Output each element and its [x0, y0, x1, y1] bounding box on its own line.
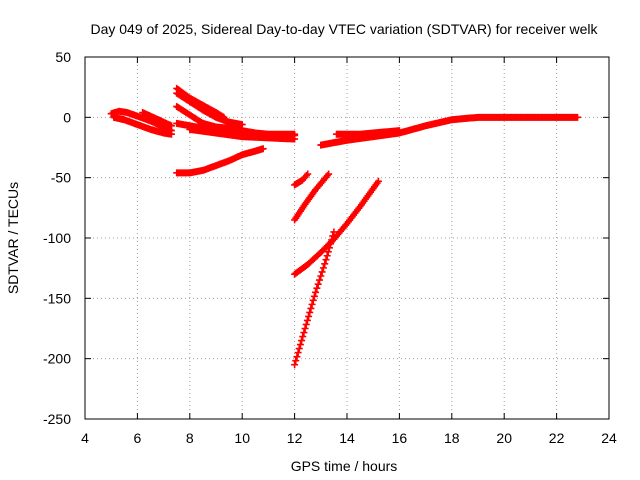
- data-point: [327, 240, 335, 248]
- data-point: [298, 337, 306, 345]
- data-point: [291, 361, 299, 369]
- x-tick-label: 24: [601, 430, 617, 446]
- data-point: [294, 349, 302, 357]
- data-point: [319, 264, 327, 272]
- data-point: [296, 341, 304, 349]
- plot-frame: [84, 56, 610, 420]
- data-point: [313, 284, 321, 292]
- y-tick-label: 50: [55, 49, 71, 65]
- data-point: [308, 300, 316, 308]
- data-point: [374, 177, 382, 185]
- data-point: [305, 312, 313, 320]
- y-tick-label: -100: [43, 230, 71, 246]
- data-point: [310, 292, 318, 300]
- data-point: [312, 288, 320, 296]
- data-point: [314, 280, 322, 288]
- y-tick-label: 0: [63, 109, 71, 125]
- data-point: [574, 113, 582, 121]
- data-point: [321, 260, 329, 268]
- y-tick-label: -150: [43, 290, 71, 306]
- data-point: [325, 244, 333, 252]
- data-point: [238, 121, 246, 129]
- y-tick-label: -50: [51, 170, 71, 186]
- x-tick-label: 6: [134, 430, 142, 446]
- data-point: [328, 236, 336, 244]
- x-tick-label: 22: [549, 430, 565, 446]
- axis-ticks: 4 6 8 10 12 14 16 18 20 22 24 -250 -200 -150 -100 -50 0 5…: [43, 49, 617, 446]
- data-point: [295, 345, 303, 353]
- data-point: [302, 172, 310, 180]
- data-point: [304, 170, 312, 178]
- data-point: [318, 268, 326, 276]
- data-point: [302, 320, 310, 328]
- x-tick-label: 8: [186, 430, 194, 446]
- data-point: [293, 353, 301, 361]
- data-point: [395, 127, 403, 135]
- data-point: [259, 145, 267, 153]
- data-point: [324, 248, 332, 256]
- data-point: [300, 329, 308, 337]
- data-points: [107, 84, 582, 369]
- data-point: [167, 122, 175, 130]
- data-point: [291, 130, 299, 138]
- x-axis-label: GPS time / hours: [291, 458, 398, 474]
- x-tick-label: 18: [444, 430, 460, 446]
- x-tick-label: 10: [234, 430, 250, 446]
- data-point: [322, 256, 330, 264]
- y-tick-label: -200: [43, 351, 71, 367]
- x-tick-label: 20: [496, 430, 512, 446]
- grid-lines: [85, 57, 609, 419]
- data-point: [330, 228, 338, 236]
- data-point: [306, 308, 314, 316]
- data-point: [299, 333, 307, 341]
- data-point: [303, 316, 311, 324]
- data-point: [301, 325, 309, 332]
- x-tick-label: 12: [287, 430, 303, 446]
- data-point: [307, 304, 315, 312]
- data-point: [167, 130, 175, 138]
- x-tick-label: 16: [392, 430, 408, 446]
- chart-title: Day 049 of 2025, Sidereal Day-to-day VTE…: [90, 21, 598, 37]
- data-point: [323, 252, 331, 260]
- data-point: [292, 357, 300, 365]
- data-point: [325, 170, 333, 178]
- data-point: [309, 296, 317, 304]
- y-axis-label: SDTVAR / TECUs: [5, 182, 21, 294]
- x-tick-label: 4: [81, 430, 89, 446]
- data-point: [315, 276, 323, 284]
- data-point: [329, 232, 337, 240]
- y-tick-label: -250: [43, 411, 71, 427]
- data-point: [317, 272, 325, 280]
- x-tick-label: 14: [339, 430, 355, 446]
